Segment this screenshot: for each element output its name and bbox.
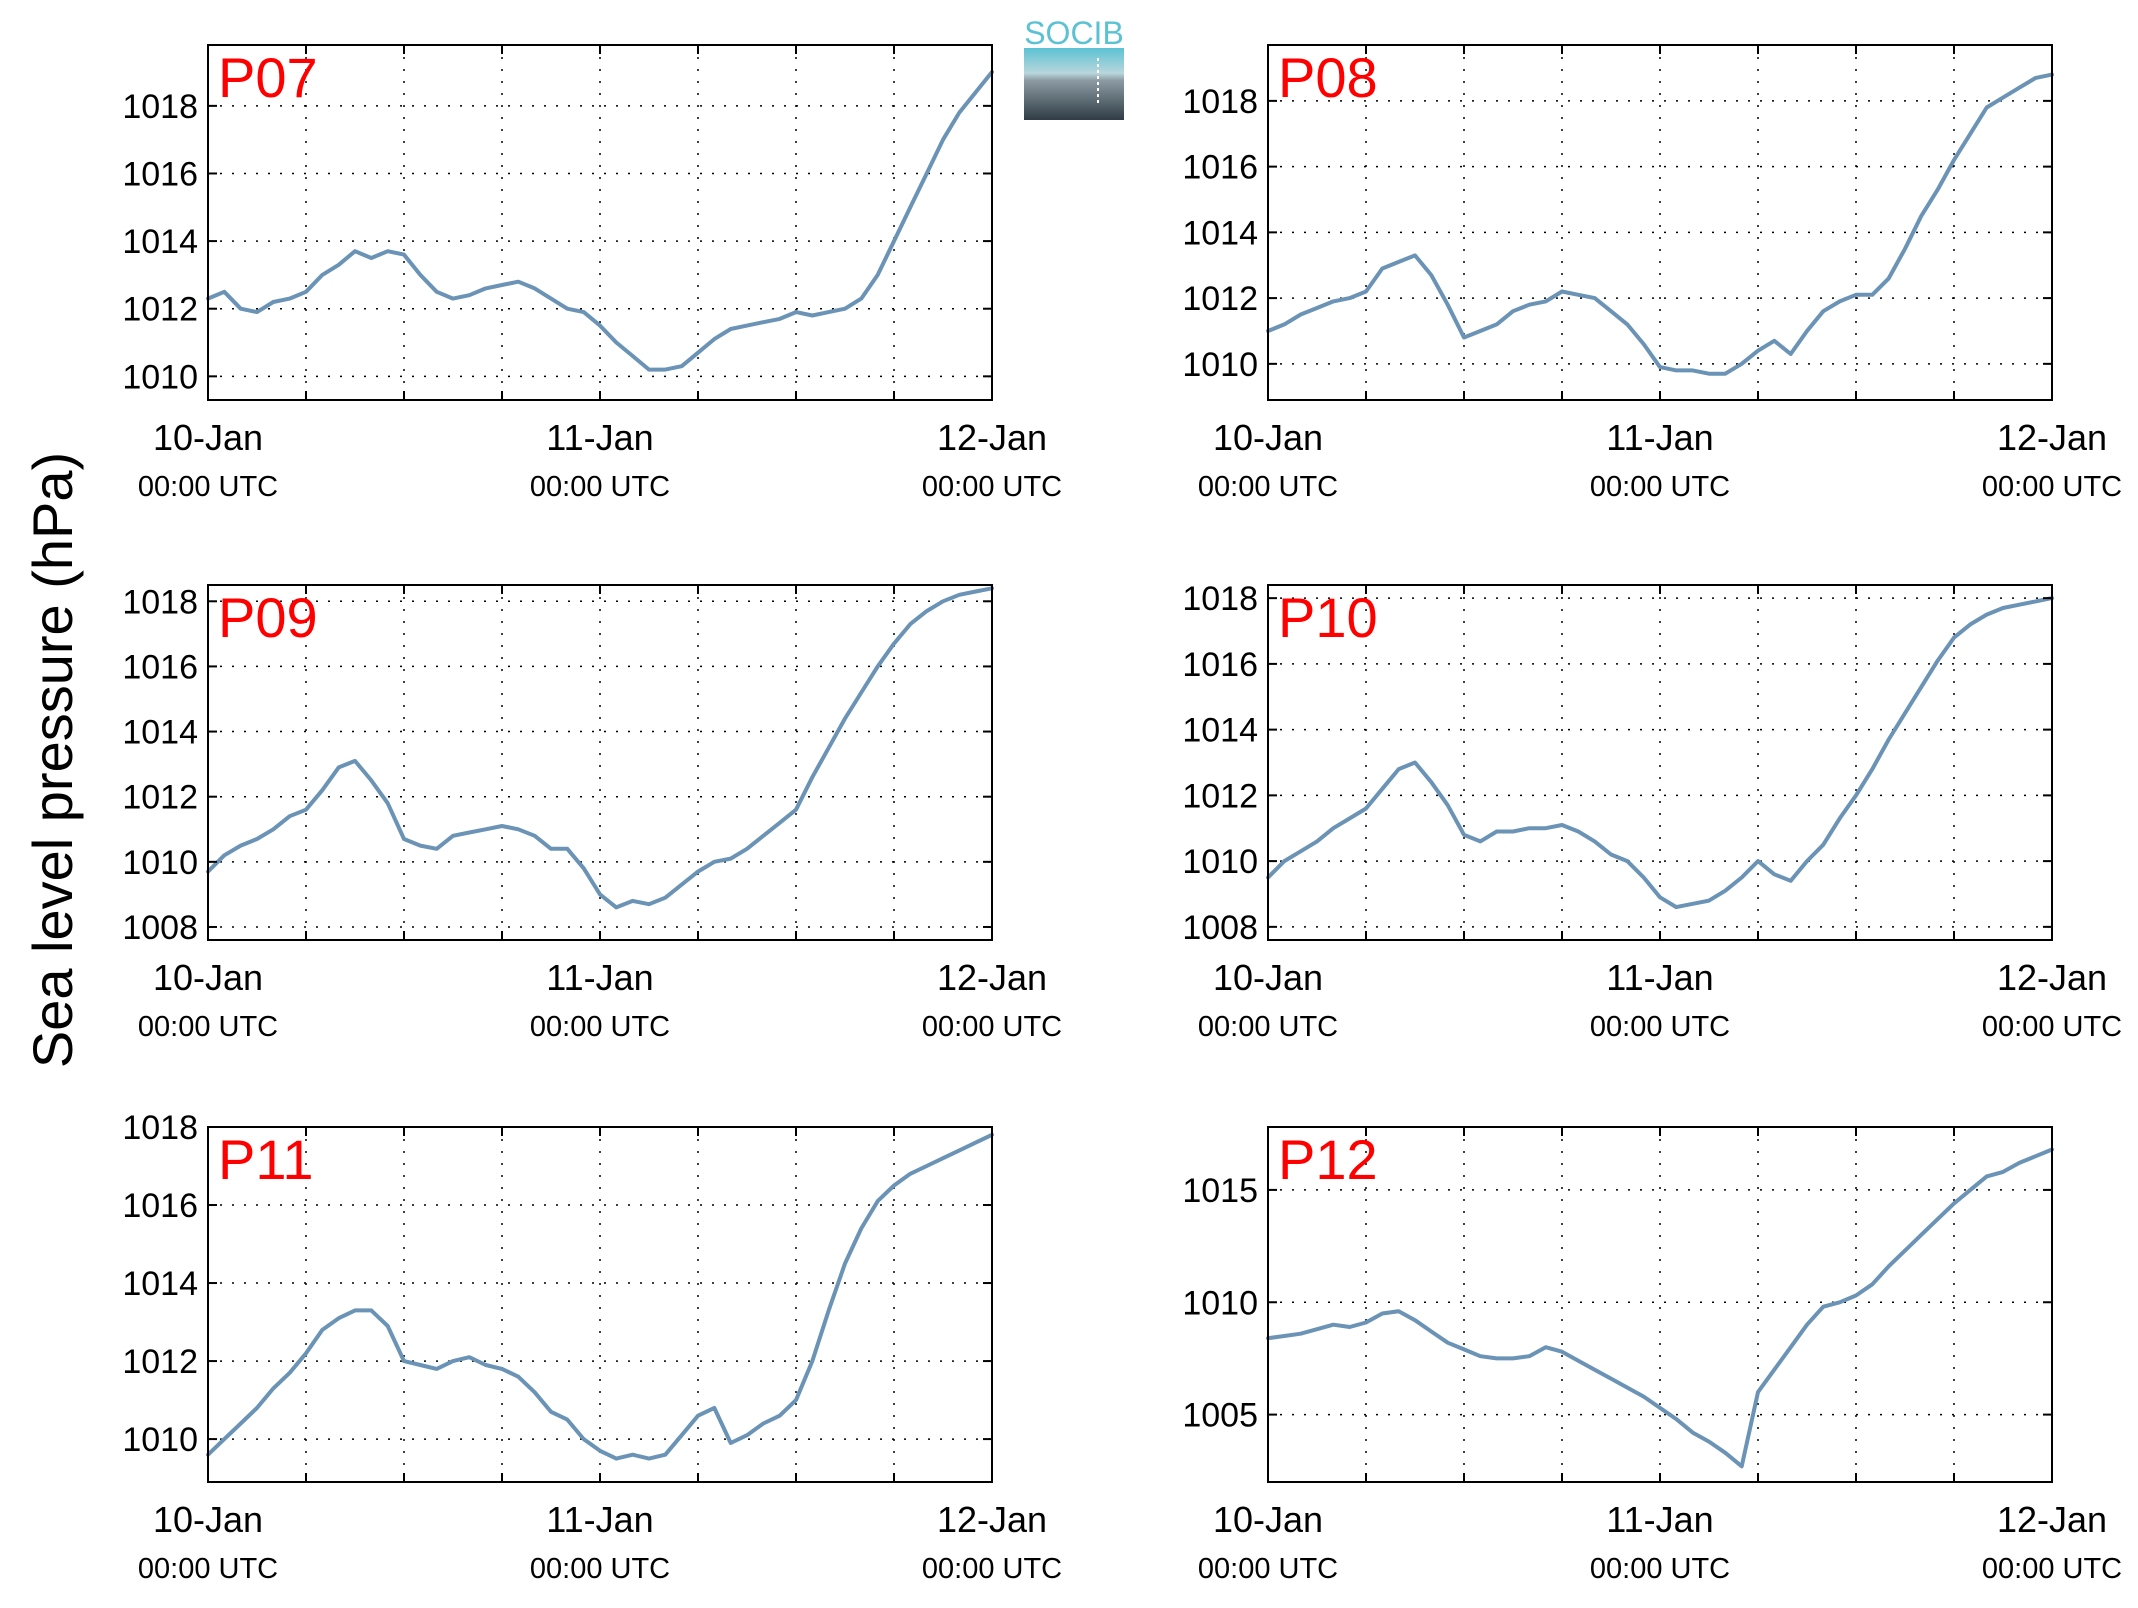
x-tick-label: 10-Jan [1213, 417, 1323, 458]
x-tick-label: 12-Jan [937, 957, 1047, 998]
plot-area [1268, 45, 2052, 400]
x-tick-label: 11-Jan [1606, 417, 1713, 458]
panel-label: P10 [1278, 586, 1378, 649]
x-tick-sublabel: 00:00 UTC [138, 1553, 278, 1585]
x-tick-label: 11-Jan [546, 1499, 653, 1540]
series-line [1266, 596, 2054, 910]
plot-area [1268, 585, 2052, 940]
panel-p10: 1008 1010 1012 1014 1016 1018 10-Jan 00:00 UTC 1… [1182, 580, 2122, 1043]
x-tick-sublabel: 00:00 UTC [922, 1011, 1062, 1043]
plot-area [208, 45, 992, 400]
y-tick-label: 1014 [1182, 214, 1258, 252]
y-tick-label: 1010 [122, 1421, 198, 1459]
x-tick-sublabel: 00:00 UTC [1590, 471, 1730, 503]
y-tick-label: 1016 [122, 1187, 198, 1225]
panel-label: P08 [1278, 46, 1378, 109]
y-tick-label: 1014 [1182, 712, 1258, 750]
x-tick-sublabel: 00:00 UTC [1198, 471, 1338, 503]
y-tick-label: 1018 [122, 1109, 198, 1147]
plot-area [208, 585, 992, 940]
y-tick-label: 1015 [1182, 1172, 1258, 1210]
y-tick-label: 1014 [122, 223, 198, 261]
x-tick-sublabel: 00:00 UTC [530, 1011, 670, 1043]
x-tick-label: 12-Jan [937, 417, 1047, 458]
x-tick-label: 10-Jan [153, 1499, 263, 1540]
panel-label: P07 [218, 46, 318, 109]
y-tick-label: 1018 [122, 88, 198, 126]
y-tick-label: 1016 [1182, 149, 1258, 187]
y-tick-label: 1012 [122, 779, 198, 817]
x-tick-sublabel: 00:00 UTC [138, 1011, 278, 1043]
x-tick-label: 12-Jan [937, 1499, 1047, 1540]
x-tick-label: 11-Jan [546, 957, 653, 998]
x-tick-label: 11-Jan [1606, 1499, 1713, 1540]
y-tick-label: 1018 [122, 583, 198, 621]
x-tick-label: 10-Jan [153, 417, 263, 458]
y-tick-label: 1018 [1182, 580, 1258, 618]
y-tick-label: 1010 [122, 844, 198, 882]
y-tick-label: 1008 [1182, 909, 1258, 947]
y-tick-label: 1012 [122, 291, 198, 329]
x-tick-sublabel: 00:00 UTC [1198, 1553, 1338, 1585]
y-tick-label: 1012 [1182, 777, 1258, 815]
y-tick-label: 1005 [1182, 1397, 1258, 1435]
panel-p12: 1005 1010 1015 10-Jan 00:00 UTC 11-Jan 00:00 U… [1182, 1126, 2122, 1585]
panel-p07: 1010 1012 1014 1016 1018 10-Jan 00:00 UTC 11-Ja… [122, 44, 1062, 503]
series-line [1266, 1147, 2054, 1469]
y-tick-label: 1010 [122, 358, 198, 396]
panel-label: P09 [218, 586, 318, 649]
y-tick-label: 1008 [122, 909, 198, 947]
x-tick-sublabel: 00:00 UTC [922, 1553, 1062, 1585]
x-tick-label: 10-Jan [1213, 957, 1323, 998]
x-tick-label: 10-Jan [1213, 1499, 1323, 1540]
x-tick-label: 11-Jan [1606, 957, 1713, 998]
x-tick-sublabel: 00:00 UTC [1982, 1553, 2122, 1585]
x-tick-sublabel: 00:00 UTC [530, 471, 670, 503]
x-tick-sublabel: 00:00 UTC [922, 471, 1062, 503]
x-tick-sublabel: 00:00 UTC [1590, 1011, 1730, 1043]
panel-label: P12 [1278, 1128, 1378, 1191]
panel-p08: 1010 1012 1014 1016 1018 10-Jan 00:00 UTC 11-Ja… [1182, 44, 2122, 503]
x-tick-sublabel: 00:00 UTC [530, 1553, 670, 1585]
y-tick-label: 1014 [122, 714, 198, 752]
panels: 1010 1012 1014 1016 1018 10-Jan 00:00 UTC 11-Ja… [122, 44, 2122, 1585]
y-tick-label: 1016 [122, 155, 198, 193]
y-tick-label: 1010 [1182, 1284, 1258, 1322]
series-line [206, 586, 994, 910]
y-tick-label: 1018 [1182, 83, 1258, 121]
y-tick-label: 1012 [122, 1343, 198, 1381]
series-line [206, 1132, 994, 1461]
y-tick-label: 1010 [1182, 346, 1258, 384]
panel-label: P11 [218, 1128, 313, 1191]
y-tick-label: 1016 [1182, 646, 1258, 684]
x-tick-sublabel: 00:00 UTC [1982, 1011, 2122, 1043]
x-tick-sublabel: 00:00 UTC [138, 471, 278, 503]
series-line [206, 70, 994, 372]
x-tick-sublabel: 00:00 UTC [1198, 1011, 1338, 1043]
y-axis-label: Sea level pressure (hPa) [21, 452, 84, 1068]
y-tick-label: 1012 [1182, 280, 1258, 318]
x-tick-label: 12-Jan [1997, 957, 2107, 998]
y-tick-label: 1010 [1182, 843, 1258, 881]
panel-p11: 1010 1012 1014 1016 1018 10-Jan 00:00 UTC 11-Ja… [122, 1109, 1062, 1585]
y-tick-label: 1014 [122, 1265, 198, 1303]
series-line [1266, 72, 2054, 376]
x-tick-sublabel: 00:00 UTC [1590, 1553, 1730, 1585]
x-tick-label: 11-Jan [546, 417, 653, 458]
socib-logo: SOCIB [1024, 15, 1124, 120]
plot-area [1268, 1127, 2052, 1482]
panel-p09: 1008 1010 1012 1014 1016 1018 10-Jan 00:00 UTC 1… [122, 583, 1062, 1043]
plot-area [208, 1127, 992, 1482]
socib-logo-text: SOCIB [1024, 15, 1124, 51]
x-tick-label: 12-Jan [1997, 417, 2107, 458]
x-tick-label: 10-Jan [153, 957, 263, 998]
x-tick-label: 12-Jan [1997, 1499, 2107, 1540]
y-tick-label: 1016 [122, 648, 198, 686]
x-tick-sublabel: 00:00 UTC [1982, 471, 2122, 503]
